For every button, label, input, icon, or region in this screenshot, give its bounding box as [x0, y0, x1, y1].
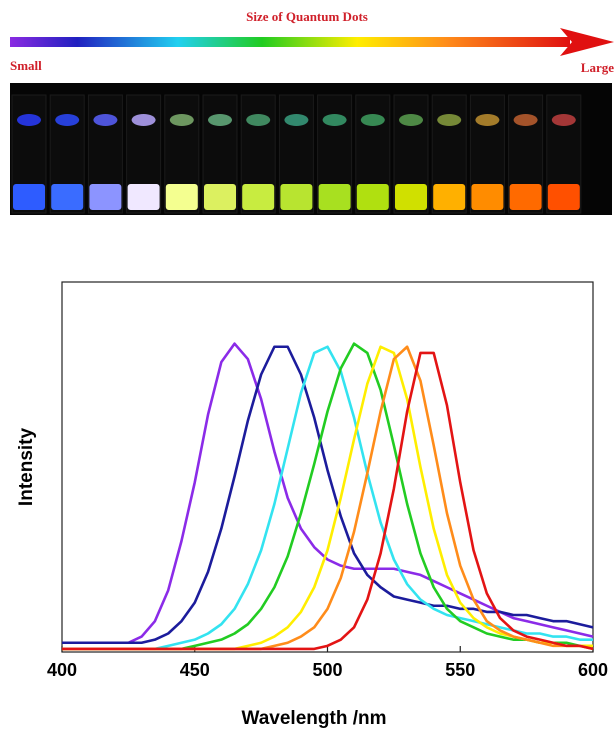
spectrum-line: [62, 345, 594, 645]
vial-liquid: [13, 184, 45, 210]
large-label: Large: [581, 60, 614, 75]
vial-liquid: [356, 184, 389, 210]
vial-liquid: [471, 184, 504, 210]
vial-liquid: [318, 184, 351, 210]
vial-glow: [55, 114, 80, 126]
x-tick-label: 400: [47, 660, 77, 680]
spectrum-line: [62, 345, 593, 651]
x-tick-label: 500: [312, 660, 342, 680]
vial-glow: [246, 114, 271, 126]
vial-glow: [399, 114, 423, 126]
vial-glow: [131, 114, 156, 126]
vial-glow: [169, 114, 194, 126]
size-arrow: [10, 37, 570, 47]
x-axis-label: Wavelength /nm: [242, 708, 387, 729]
vial-glow: [284, 114, 309, 126]
vial-liquid: [204, 184, 236, 210]
arrow-head: [560, 28, 614, 56]
vial-glow: [322, 114, 347, 126]
vial-liquid: [89, 184, 122, 210]
vial-liquid: [51, 184, 84, 210]
spectrum-line: [62, 342, 593, 651]
vial-glow: [513, 114, 538, 126]
vial-glow: [475, 114, 500, 126]
x-tick-label: 550: [445, 660, 475, 680]
vial-liquid: [280, 184, 313, 210]
header-title: Size of Quantum Dots: [246, 9, 368, 24]
spectrum-line: [62, 351, 594, 651]
vial-liquid: [127, 184, 160, 210]
vial-glow: [360, 114, 385, 126]
vial-glow: [208, 114, 232, 126]
vials: [11, 94, 582, 214]
small-label: Small: [10, 58, 42, 73]
vial-glow: [93, 114, 118, 126]
spectrum-line: [62, 345, 594, 651]
vial-glow: [437, 114, 462, 126]
vial-liquid: [433, 184, 466, 210]
x-tick-label: 600: [578, 660, 608, 680]
y-axis-label: Intensity: [16, 428, 37, 507]
x-tick-label: 450: [180, 660, 210, 680]
vial-liquid: [242, 184, 275, 210]
vial-glow: [551, 114, 576, 126]
vial-glow: [17, 114, 41, 126]
vial-liquid: [165, 184, 198, 210]
vial-liquid: [547, 184, 580, 210]
vial-liquid: [395, 184, 427, 210]
spectrum-line: [62, 342, 594, 645]
spectrum-line: [62, 345, 593, 651]
vial-liquid: [509, 184, 542, 210]
